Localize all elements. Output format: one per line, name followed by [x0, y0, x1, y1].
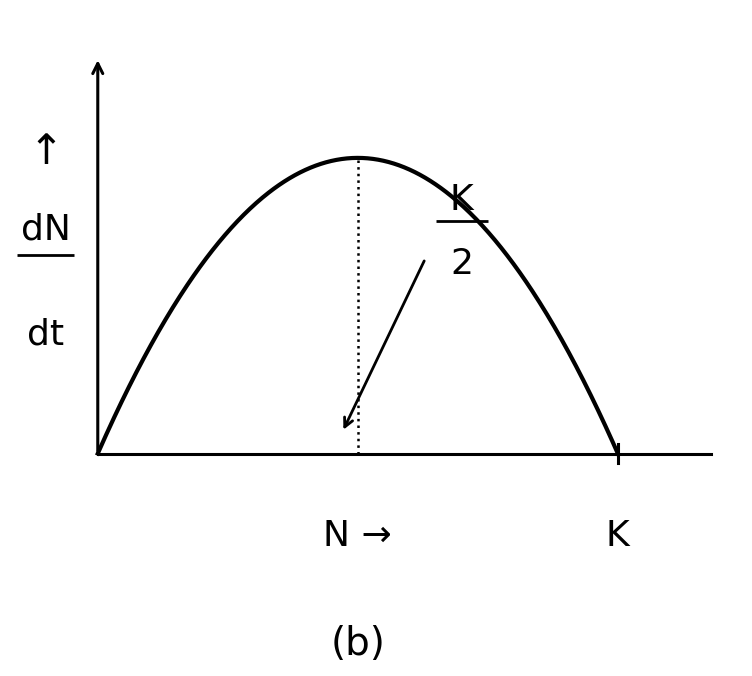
Text: K: K — [450, 183, 474, 217]
Text: dt: dt — [27, 318, 65, 352]
Text: 2: 2 — [450, 247, 473, 281]
Text: K: K — [606, 518, 629, 552]
Text: (b): (b) — [330, 625, 385, 663]
Text: dN: dN — [21, 212, 71, 247]
Text: N →: N → — [323, 518, 393, 552]
Text: ↑: ↑ — [29, 131, 63, 173]
